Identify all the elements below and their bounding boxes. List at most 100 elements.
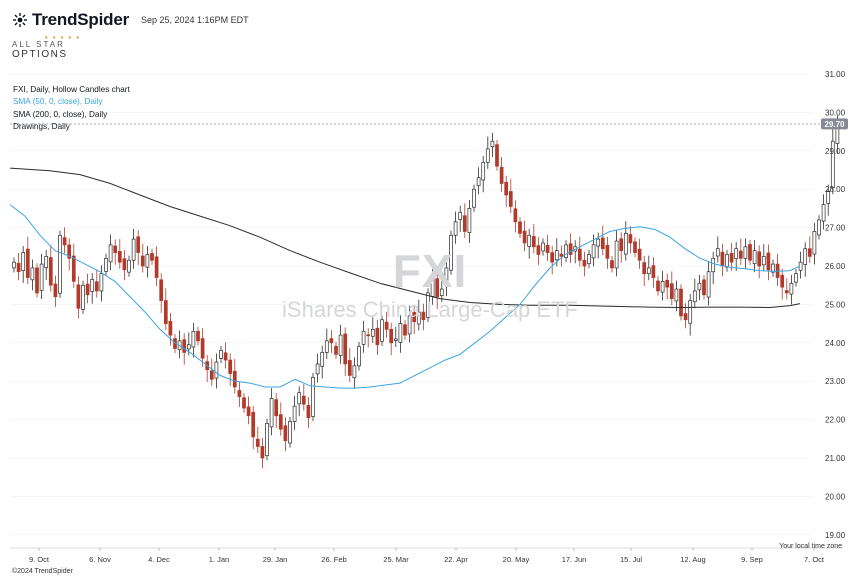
candle: [485, 136, 490, 169]
candle-body: [104, 257, 108, 272]
legend-chart-title[interactable]: FXI, Daily, Hollow Candles chart: [13, 85, 130, 94]
candle-body: [67, 244, 72, 259]
candle: [370, 317, 375, 343]
candle: [163, 288, 168, 331]
candle-body: [743, 246, 748, 259]
candle: [347, 348, 352, 382]
candle: [692, 278, 697, 309]
x-tick-label: 15. Jul: [620, 555, 642, 564]
candle-body: [99, 273, 104, 292]
candle-body: [403, 324, 407, 336]
candle-body: [44, 256, 49, 268]
x-tick-label: 17. Jun: [562, 555, 587, 564]
candle: [251, 405, 256, 450]
x-tick-label: 6. Nov: [89, 555, 111, 564]
candle: [140, 243, 145, 273]
candle-body: [81, 284, 85, 310]
candle: [812, 222, 817, 265]
x-tick-label: 26. Feb: [321, 555, 346, 564]
candle: [467, 199, 472, 243]
candle-body: [688, 300, 693, 324]
candle-body: [789, 282, 794, 295]
candle: [375, 319, 380, 356]
candle: [794, 269, 798, 287]
candle: [495, 140, 499, 171]
candle: [541, 238, 545, 256]
candle: [444, 259, 449, 296]
candle: [674, 280, 679, 312]
legend-sma50[interactable]: SMA (50, 0, close), Daily: [13, 97, 103, 107]
copyright: ©2024 TrendSpider: [12, 568, 73, 575]
candle: [403, 320, 407, 340]
candle-body: [706, 271, 711, 298]
candle: [150, 248, 154, 265]
candle-body: [352, 365, 357, 379]
candle-body: [462, 215, 467, 232]
candle: [784, 278, 789, 300]
candle: [596, 232, 601, 259]
candle-body: [439, 288, 444, 296]
candle: [771, 259, 775, 277]
candle-body: [186, 344, 191, 350]
candle-body: [665, 279, 670, 288]
last-price-badge: 29.70: [821, 118, 848, 130]
candle: [104, 253, 108, 276]
candle-body: [748, 244, 752, 261]
candle: [518, 217, 522, 238]
candle-body: [568, 243, 573, 255]
candle-body: [449, 234, 453, 271]
candle-body: [39, 263, 44, 291]
candle-body: [720, 251, 725, 267]
candle: [39, 253, 44, 300]
candle-body: [412, 312, 417, 323]
legend-drawings[interactable]: Drawings, Daily: [13, 122, 70, 132]
candle: [462, 203, 467, 238]
candle-body: [58, 234, 62, 294]
candle-body: [527, 234, 532, 247]
price-axis[interactable]: 31.00 30.00 29.00 28.00 27.00 26.00 25.00 24.00…: [825, 70, 846, 540]
y-tick-label: 21.00: [825, 454, 846, 463]
candle: [780, 268, 785, 300]
candle-body: [315, 363, 320, 375]
x-tick-label: 9. Oct: [29, 555, 50, 564]
candle: [81, 280, 85, 314]
candle: [577, 236, 582, 267]
candle-body: [209, 370, 214, 380]
candle-body: [292, 405, 297, 422]
candle: [743, 238, 748, 269]
candle: [761, 244, 766, 272]
candle: [826, 184, 831, 216]
candle: [407, 305, 412, 343]
candle-body: [518, 221, 522, 234]
candle: [426, 288, 430, 323]
candle: [127, 255, 131, 277]
candle: [48, 245, 53, 292]
candle-body: [85, 283, 90, 296]
y-tick-label: 29.00: [825, 147, 846, 156]
candle: [269, 388, 274, 436]
y-tick-label: 27.00: [825, 224, 846, 233]
candle-body: [154, 256, 159, 278]
candle: [476, 167, 481, 195]
time-axis[interactable]: 9. Oct 6. Nov 4. Dec 1. Jan 29. Jan 26. Feb 25…: [29, 548, 825, 564]
candle: [389, 322, 394, 356]
candle-body: [564, 244, 568, 258]
candle: [536, 237, 541, 265]
candle-body: [656, 280, 660, 292]
candle-body: [269, 398, 274, 428]
candle: [25, 236, 30, 285]
candle: [21, 246, 26, 283]
candle-body: [232, 370, 237, 388]
candle-body: [311, 377, 315, 417]
candle: [656, 276, 660, 296]
candle-body: [113, 245, 118, 253]
candle-body: [260, 446, 265, 459]
y-tick-label: 19.00: [825, 531, 846, 540]
candle: [830, 128, 835, 195]
local-time-zone-label[interactable]: Your local time zone: [779, 543, 842, 550]
candle-body: [265, 423, 269, 457]
legend-sma200[interactable]: SMA (200, 0, close), Daily: [13, 109, 108, 119]
candle: [113, 239, 118, 265]
candle-body: [821, 204, 826, 222]
